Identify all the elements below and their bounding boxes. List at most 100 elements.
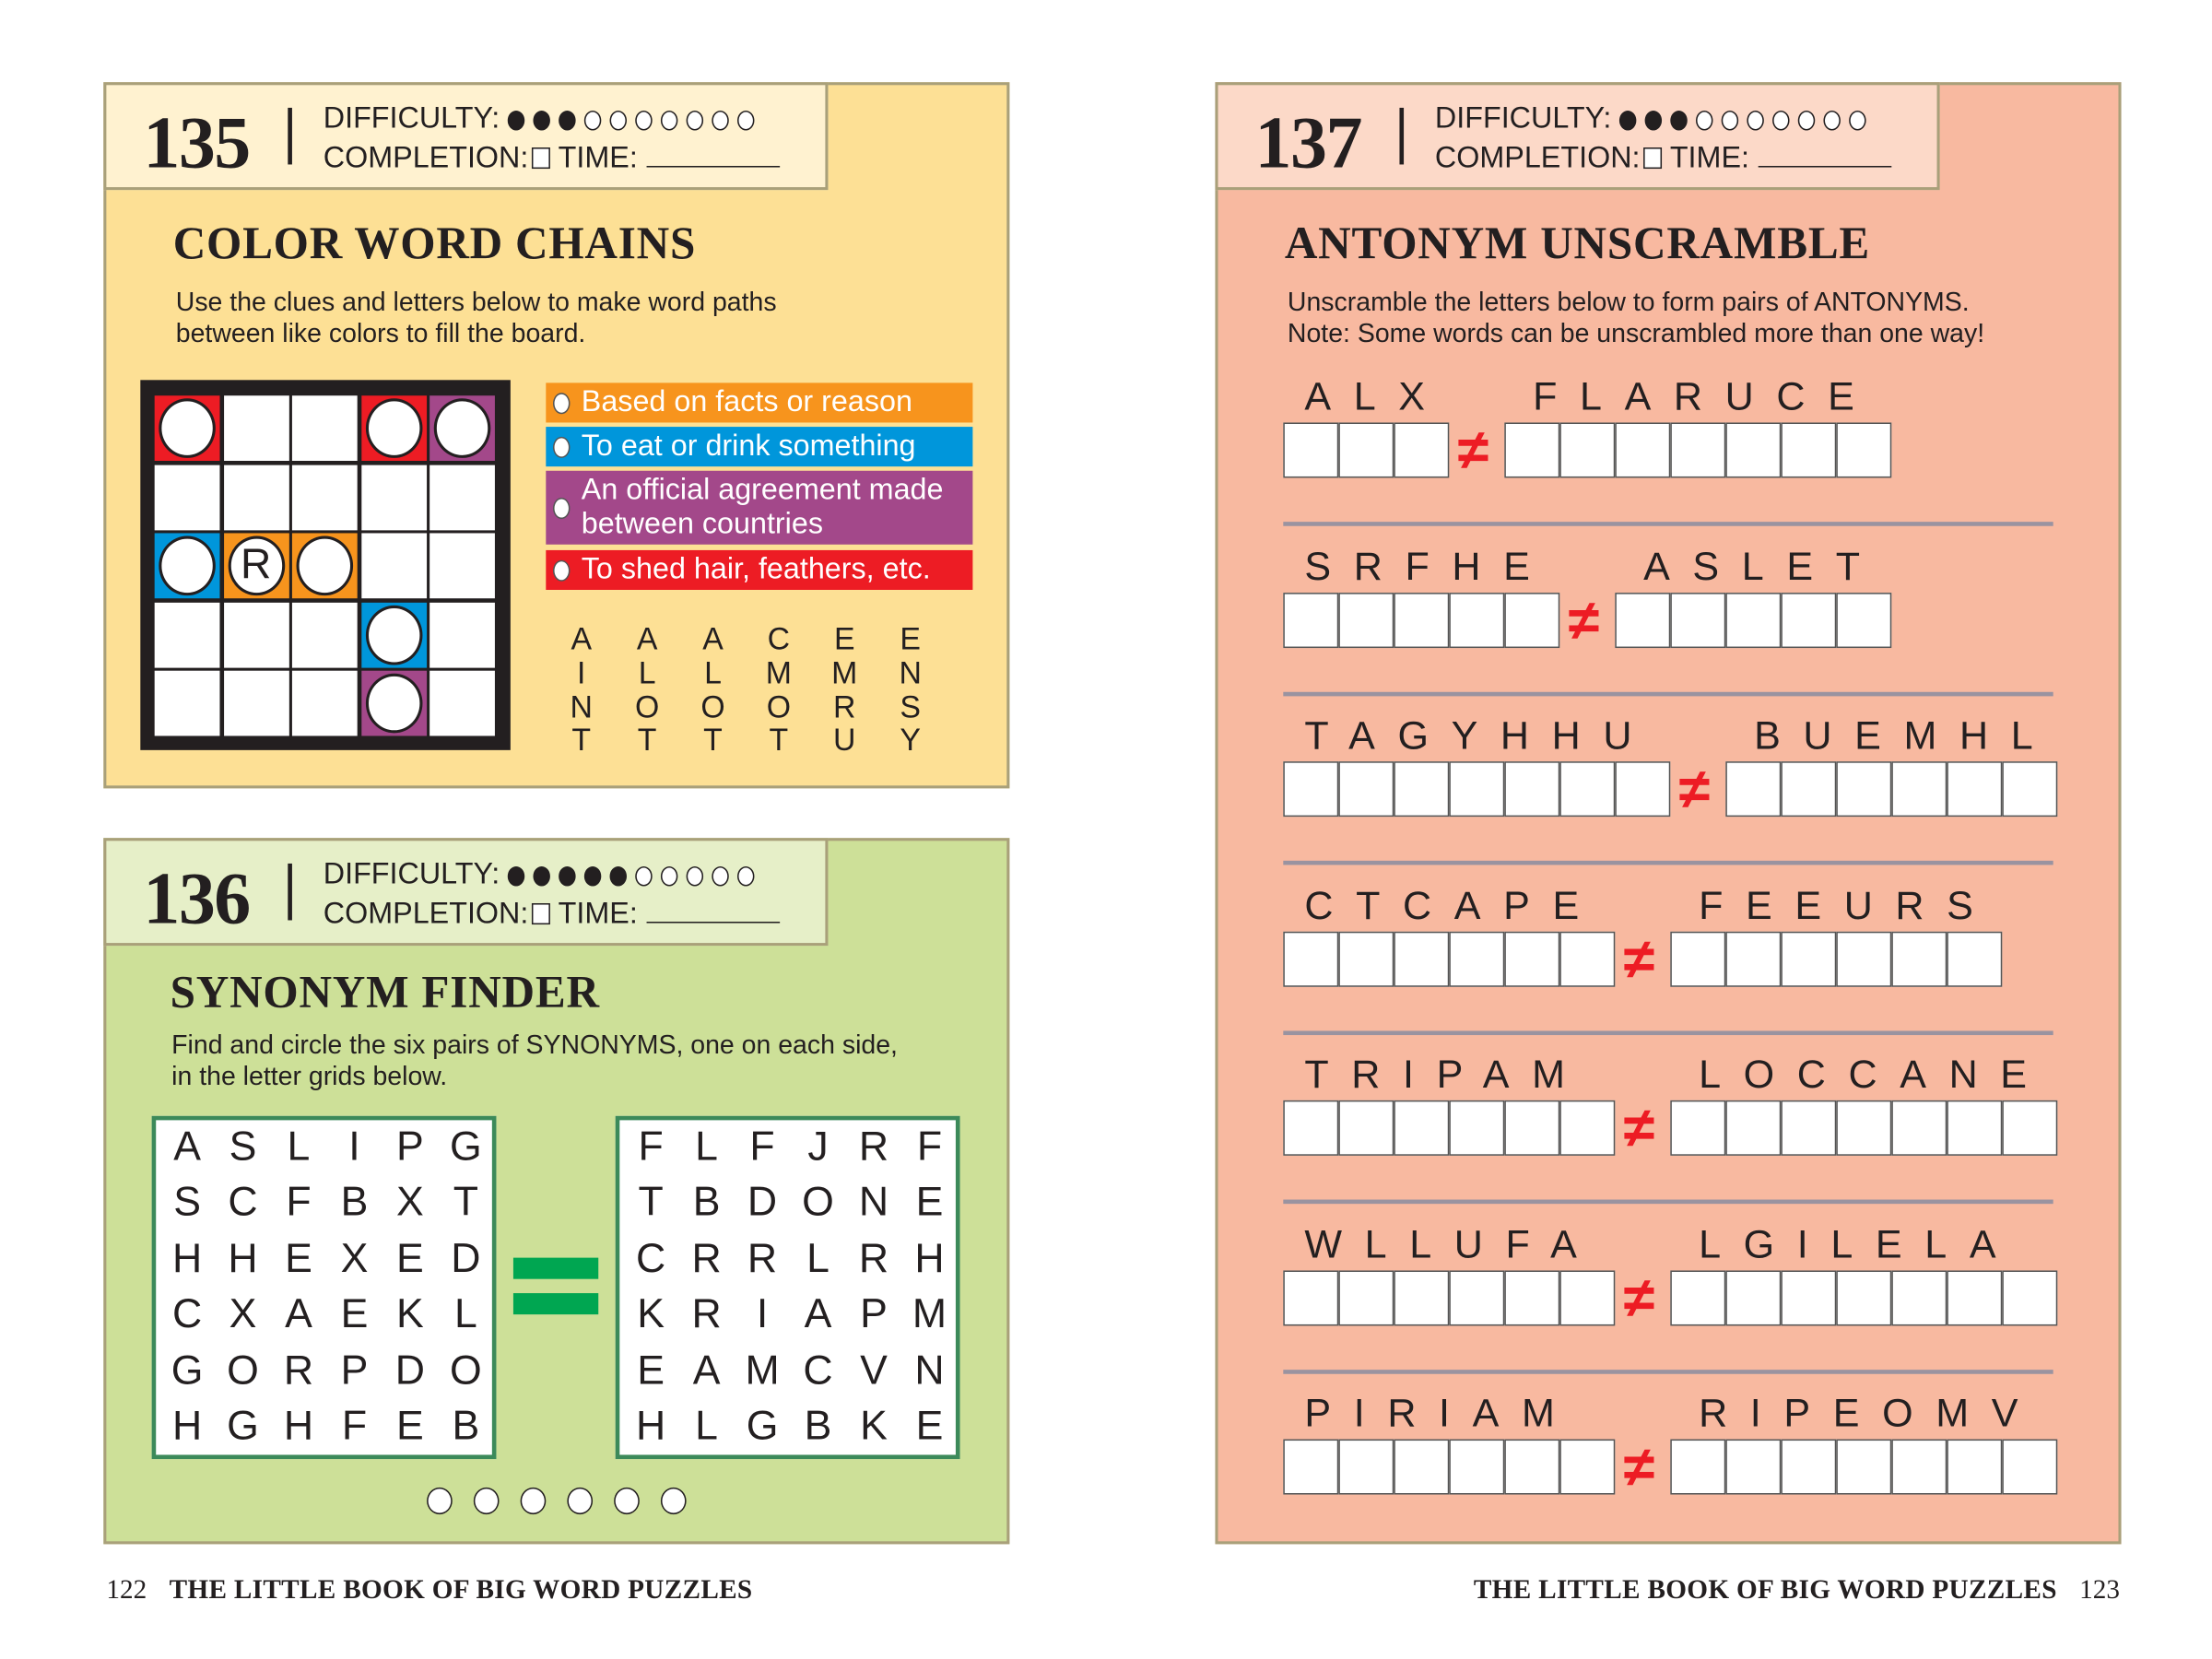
- letter-circle[interactable]: [296, 535, 354, 596]
- grid-letter[interactable]: L: [453, 1291, 477, 1338]
- grid-letter[interactable]: M: [745, 1347, 780, 1394]
- grid-letter[interactable]: P: [860, 1291, 888, 1338]
- grid-cell[interactable]: [223, 602, 289, 667]
- grid-letter[interactable]: C: [803, 1347, 833, 1394]
- answer-box[interactable]: [1725, 1100, 1782, 1156]
- grid-letter[interactable]: S: [173, 1180, 201, 1226]
- grid-letter[interactable]: E: [396, 1404, 424, 1450]
- grid-cell[interactable]: [291, 670, 358, 736]
- grid-cell[interactable]: [154, 464, 220, 530]
- grid-cell[interactable]: [360, 395, 427, 461]
- time-field[interactable]: [646, 921, 780, 924]
- answer-box[interactable]: [1781, 1100, 1837, 1156]
- answer-box[interactable]: [1283, 1269, 1339, 1325]
- completion-checkbox[interactable]: [1642, 147, 1662, 170]
- answer-box[interactable]: [1338, 1269, 1394, 1325]
- grid-letter[interactable]: F: [916, 1124, 943, 1171]
- grid-letter[interactable]: H: [914, 1236, 945, 1282]
- grid-letter[interactable]: F: [749, 1124, 775, 1171]
- answer-box[interactable]: [1725, 1439, 1782, 1495]
- answer-box[interactable]: [1338, 422, 1394, 478]
- grid-cell[interactable]: [223, 670, 289, 736]
- grid-cell[interactable]: [291, 464, 358, 530]
- grid-letter[interactable]: M: [912, 1291, 947, 1338]
- answer-box[interactable]: [1670, 592, 1726, 648]
- grid-letter[interactable]: K: [396, 1291, 424, 1338]
- grid-letter[interactable]: H: [283, 1404, 314, 1450]
- grid-letter[interactable]: F: [638, 1124, 664, 1171]
- answer-box[interactable]: [1615, 422, 1671, 478]
- grid-letter[interactable]: T: [638, 1180, 664, 1226]
- grid-cell[interactable]: R: [223, 533, 289, 599]
- answer-circle[interactable]: [614, 1487, 640, 1515]
- grid-cell[interactable]: [429, 395, 495, 461]
- grid-letter[interactable]: E: [637, 1347, 665, 1394]
- answer-box[interactable]: [2002, 761, 2058, 818]
- letter-circle[interactable]: [365, 605, 422, 665]
- grid-cell[interactable]: [360, 670, 427, 736]
- answer-box[interactable]: [1725, 422, 1782, 478]
- answer-box[interactable]: [1504, 761, 1560, 818]
- answer-box[interactable]: [1891, 930, 1947, 986]
- grid-letter[interactable]: H: [171, 1404, 203, 1450]
- grid-letter[interactable]: B: [692, 1180, 721, 1226]
- answer-box[interactable]: [1559, 1269, 1616, 1325]
- answer-circle[interactable]: [473, 1487, 500, 1515]
- grid-letter[interactable]: N: [858, 1180, 889, 1226]
- grid-letter[interactable]: T: [453, 1180, 479, 1226]
- grid-cell[interactable]: [291, 602, 358, 667]
- answer-box[interactable]: [1670, 422, 1726, 478]
- answer-box[interactable]: [1947, 1100, 2003, 1156]
- answer-box[interactable]: [1283, 1439, 1339, 1495]
- grid-letter[interactable]: D: [394, 1347, 426, 1394]
- grid-cell[interactable]: [154, 670, 220, 736]
- letter-circle[interactable]: [365, 673, 422, 734]
- answer-box[interactable]: [1559, 930, 1616, 986]
- answer-box[interactable]: [1891, 1269, 1947, 1325]
- answer-box[interactable]: [1338, 1439, 1394, 1495]
- answer-box[interactable]: [1836, 1269, 1892, 1325]
- grid-letter[interactable]: E: [915, 1180, 944, 1226]
- grid-letter[interactable]: B: [804, 1404, 832, 1450]
- grid-letter[interactable]: L: [806, 1236, 830, 1282]
- grid-cell[interactable]: [429, 670, 495, 736]
- grid-cell[interactable]: [429, 464, 495, 530]
- answer-box[interactable]: [1781, 1439, 1837, 1495]
- answer-box[interactable]: [1559, 1439, 1616, 1495]
- answer-box[interactable]: [1449, 761, 1505, 818]
- answer-circle[interactable]: [520, 1487, 547, 1515]
- answer-box[interactable]: [1504, 592, 1560, 648]
- grid-letter[interactable]: F: [341, 1404, 368, 1450]
- answer-box[interactable]: [1394, 422, 1450, 478]
- letter-circle[interactable]: [159, 398, 216, 458]
- time-field[interactable]: [646, 165, 780, 168]
- answer-box[interactable]: [1615, 761, 1671, 818]
- grid-letter[interactable]: G: [746, 1404, 779, 1450]
- grid-letter[interactable]: L: [695, 1124, 719, 1171]
- grid-cell[interactable]: [223, 464, 289, 530]
- grid-cell[interactable]: [360, 533, 427, 599]
- answer-box[interactable]: [1449, 592, 1505, 648]
- answer-box[interactable]: [1670, 1439, 1726, 1495]
- time-field[interactable]: [1758, 165, 1891, 168]
- grid-letter[interactable]: A: [804, 1291, 832, 1338]
- grid-cell[interactable]: [223, 395, 289, 461]
- answer-box[interactable]: [1394, 1439, 1450, 1495]
- answer-box[interactable]: [1559, 1100, 1616, 1156]
- grid-letter[interactable]: K: [637, 1291, 665, 1338]
- grid-cell[interactable]: [291, 533, 358, 599]
- answer-box[interactable]: [1504, 422, 1560, 478]
- answer-box[interactable]: [1338, 1100, 1394, 1156]
- grid-cell[interactable]: [154, 395, 220, 461]
- grid-letter[interactable]: D: [747, 1180, 778, 1226]
- answer-box[interactable]: [1283, 930, 1339, 986]
- answer-box[interactable]: [1947, 1269, 2003, 1325]
- grid-letter[interactable]: C: [171, 1291, 203, 1338]
- answer-box[interactable]: [1836, 1100, 1892, 1156]
- grid-letter[interactable]: X: [340, 1236, 369, 1282]
- answer-box[interactable]: [1504, 930, 1560, 986]
- letter-circle[interactable]: [433, 398, 491, 458]
- grid-letter[interactable]: G: [450, 1124, 482, 1171]
- grid-letter[interactable]: L: [695, 1404, 719, 1450]
- answer-box[interactable]: [1781, 930, 1837, 986]
